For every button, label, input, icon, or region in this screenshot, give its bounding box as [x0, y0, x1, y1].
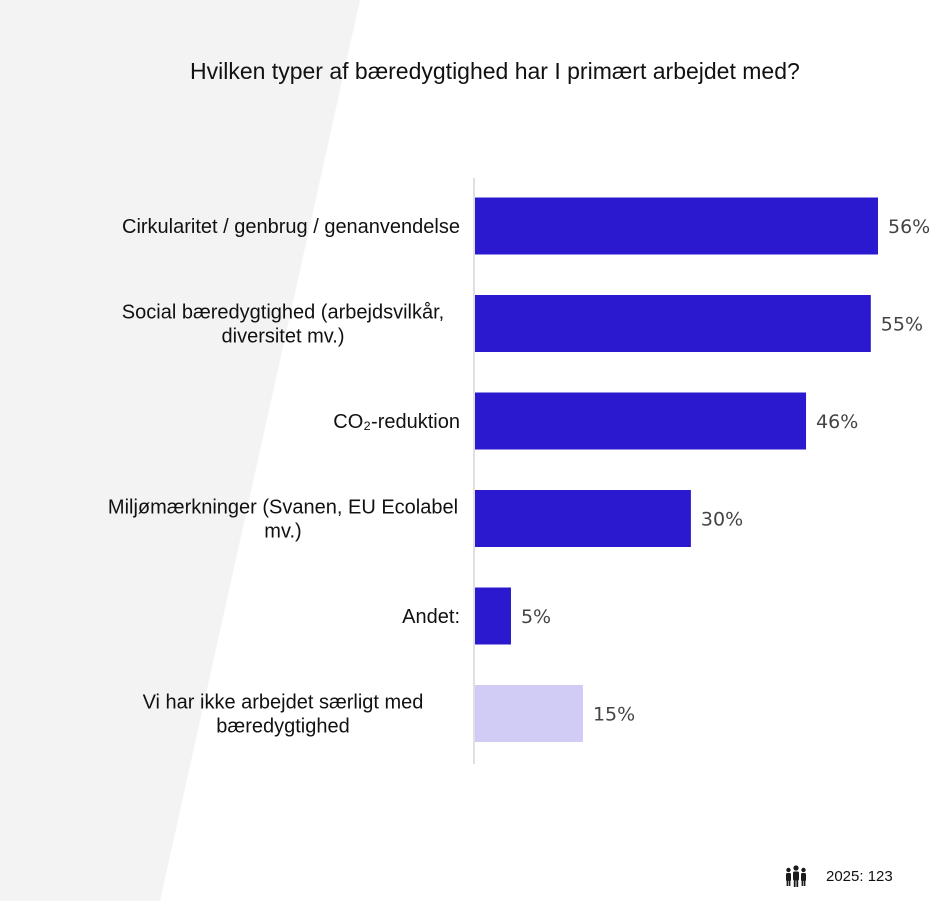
category-label: Andet: — [402, 606, 460, 628]
category-label: diversitet mv.) — [222, 326, 345, 348]
data-label: 5% — [521, 606, 551, 628]
category-label: CO₂-reduktion — [333, 411, 460, 433]
data-label: 30% — [701, 509, 743, 531]
sample-size-text: 2025: 123 — [826, 867, 893, 885]
category-label: Miljømærkninger (Svanen, EU Ecolabel — [108, 497, 458, 519]
category-label: Cirkularitet / genbrug / genanvendelse — [122, 216, 460, 238]
bar — [475, 587, 511, 645]
data-label: 46% — [816, 411, 858, 433]
category-label: mv.) — [264, 521, 301, 543]
data-label: 15% — [593, 704, 635, 726]
data-label: 55% — [881, 314, 923, 336]
category-label: Social bæredygtighed (arbejdsvilkår, — [122, 302, 444, 324]
category-label: bæredygtighed — [216, 716, 349, 738]
bar — [475, 685, 583, 742]
sample-size-footer: 2025: 123 — [784, 862, 893, 890]
bar — [475, 197, 878, 255]
data-label: 56% — [888, 216, 930, 238]
bar — [475, 490, 691, 547]
bar — [475, 392, 807, 450]
chart-title: Hvilken typer af bæredygtighed har I pri… — [190, 58, 800, 84]
bar — [475, 295, 871, 352]
people-icon — [786, 865, 806, 887]
category-label: Vi har ikke arbejdet særligt med — [143, 692, 424, 714]
